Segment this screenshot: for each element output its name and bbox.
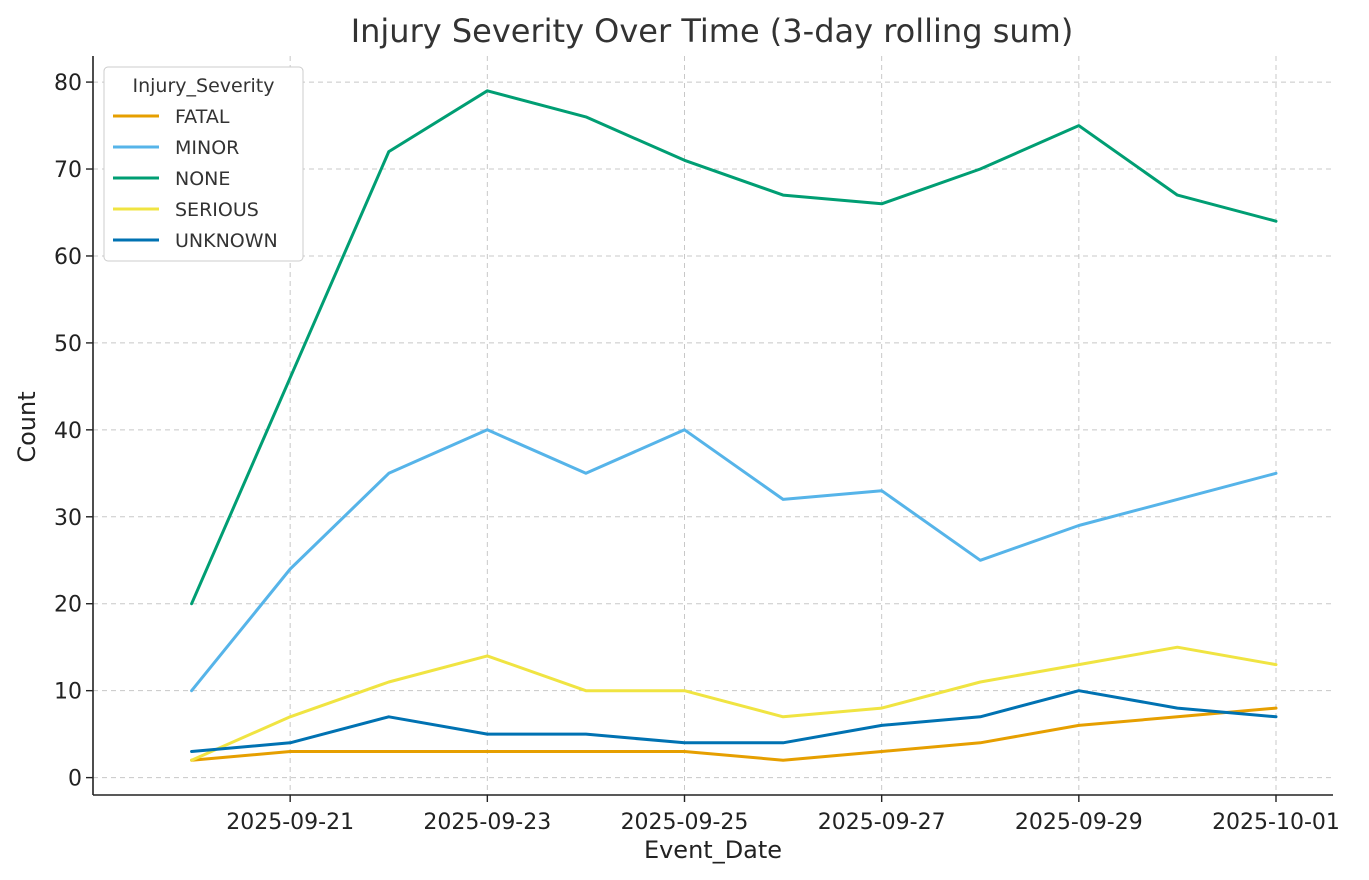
y-axis-label: Count: [13, 391, 41, 462]
legend-label-minor: MINOR: [175, 137, 239, 159]
legend-title: Injury_Severity: [133, 75, 275, 97]
x-tick-label: 2025-09-29: [1015, 810, 1143, 835]
y-tick-label: 50: [54, 332, 82, 357]
grid: [93, 56, 1333, 795]
x-axis-label: Event_Date: [644, 836, 782, 864]
legend-label-unknown: UNKNOWN: [175, 230, 278, 252]
legend-label-serious: SERIOUS: [175, 199, 259, 221]
x-tick-label: 2025-09-27: [818, 810, 946, 835]
series-line-unknown: [190, 689, 1278, 753]
y-tick-label: 30: [54, 506, 82, 531]
series-line-none: [190, 89, 1278, 606]
y-tick-label: 0: [68, 767, 82, 792]
series-line-minor: [190, 428, 1278, 693]
legend-label-none: NONE: [175, 168, 230, 190]
series-lines: [190, 89, 1278, 762]
x-tick-label: 2025-09-21: [226, 810, 354, 835]
chart-title: Injury Severity Over Time (3-day rolling…: [351, 12, 1074, 50]
x-tick-label: 2025-09-23: [423, 810, 551, 835]
series-line-serious: [190, 645, 1278, 762]
y-tick-label: 60: [54, 245, 82, 270]
y-tick-label: 40: [54, 419, 82, 444]
x-tick-label: 2025-10-01: [1212, 810, 1340, 835]
y-tick-label: 70: [54, 158, 82, 183]
x-tick-label: 2025-09-25: [621, 810, 749, 835]
legend: Injury_Severity FATAL MINOR NONE SERIOUS UNKN…: [103, 66, 304, 262]
y-tick-label: 80: [54, 71, 82, 96]
legend-label-fatal: FATAL: [175, 106, 230, 128]
series-line-fatal: [190, 706, 1278, 762]
axes: 0 10 20 30 40 50 60 70 80 2025-09-21 2025-09-23 202…: [54, 56, 1340, 835]
y-tick-label: 10: [54, 680, 82, 705]
y-tick-label: 20: [54, 593, 82, 618]
